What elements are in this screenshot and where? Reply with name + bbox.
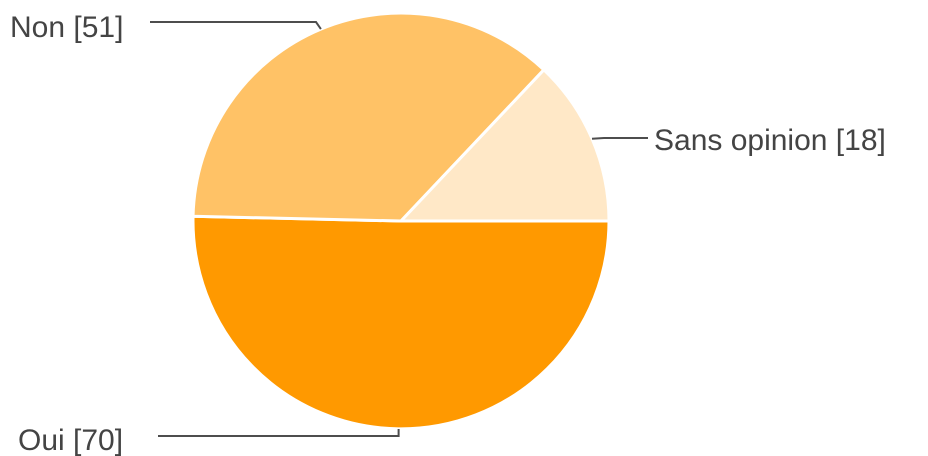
label-non: Non [51] [10, 11, 123, 44]
slice-labels: Oui [70] Non [51] Sans opinion [18] [10, 11, 886, 456]
label-sans-opinion: Sans opinion [18] [654, 124, 886, 157]
leader-sans-opinion [591, 137, 648, 140]
slice-oui [191, 214, 611, 431]
pie-slices [191, 11, 611, 431]
slice-sans-opinion [399, 68, 611, 223]
leader-non [150, 21, 322, 30]
leader-oui [158, 429, 400, 437]
leader-lines [150, 21, 648, 437]
label-oui: Oui [70] [18, 424, 123, 456]
